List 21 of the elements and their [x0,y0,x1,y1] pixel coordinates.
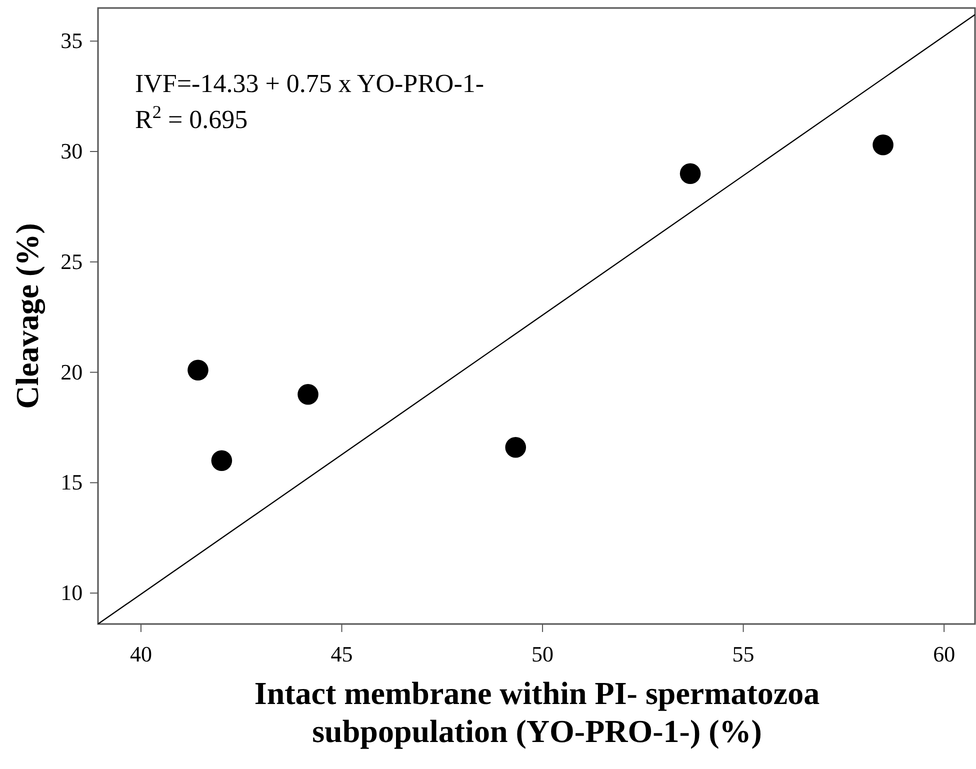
x-tick-label: 60 [933,641,956,666]
x-tick-label: 55 [732,641,754,666]
y-tick-label: 35 [60,28,83,54]
x-tick-label: 45 [330,641,353,666]
annotation: IVF=-14.33 + 0.75 x YO-PRO-1- [135,69,484,98]
y-tick-label: 10 [60,580,83,606]
y-tick-label: 20 [60,359,83,384]
y-tick-label: 30 [60,138,83,164]
annotation: R$^{2}$ = 0.695 [135,102,248,134]
x-tick-label: 50 [532,641,554,666]
point [298,384,318,405]
point [188,360,208,380]
point [680,163,701,184]
x-tick-label: 40 [130,641,152,666]
y-axis-title: Cleavage (%) [9,223,46,409]
point [505,436,526,458]
point [872,134,894,156]
y-tick-label: 25 [60,248,83,274]
x-axis-title: Intact membrane within PI- spermatozoa subpopulation (YO-PRO-1-) (%) [254,675,820,749]
point [211,450,232,471]
y-tick-label: 15 [60,470,83,495]
